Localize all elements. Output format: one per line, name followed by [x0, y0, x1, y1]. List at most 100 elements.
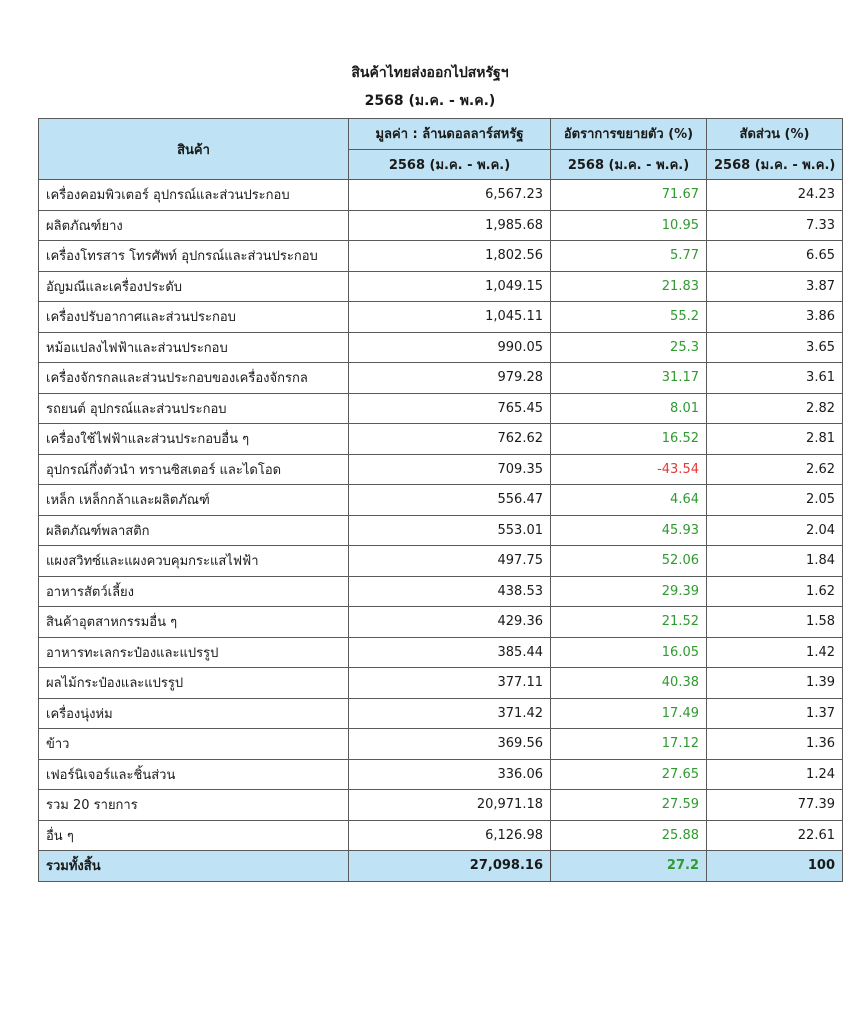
export-value: 990.05 — [348, 331, 551, 363]
product-name: ผลไม้กระป๋องและแปรรูป — [38, 667, 349, 699]
product-name: เฟอร์นิเจอร์และชิ้นส่วน — [38, 758, 349, 790]
growth-rate: 40.38 — [550, 667, 707, 699]
export-value: 6,567.23 — [348, 179, 551, 211]
column-header: สินค้า — [38, 118, 349, 180]
table-row: แผงสวิทซ์และแผงควบคุมกระแสไฟฟ้า 497.75 52.… — [38, 545, 843, 577]
column-header: อัตราการขยายตัว (%) — [550, 118, 707, 150]
growth-rate: 31.17 — [550, 362, 707, 394]
growth-rate: 27.59 — [550, 789, 707, 821]
product-name: แผงสวิทซ์และแผงควบคุมกระแสไฟฟ้า — [38, 545, 349, 577]
growth-rate: 16.05 — [550, 636, 707, 668]
share: 1.36 — [706, 728, 843, 760]
table-row: รถยนต์ อุปกรณ์และส่วนประกอบ 765.45 8.01 2.8… — [38, 392, 843, 424]
export-value: 762.62 — [348, 423, 551, 455]
growth-rate: 55.2 — [550, 301, 707, 333]
table-row: รวม 20 รายการ 20,971.18 27.59 77.39 — [38, 789, 843, 821]
table-row: อัญมณีและเครื่องประดับ 1,049.15 21.83 3.87 — [38, 270, 843, 302]
growth-rate: 5.77 — [550, 240, 707, 272]
product-name: เครื่องใช้ไฟฟ้าและส่วนประกอบอื่น ๆ — [38, 423, 349, 455]
export-value: 369.56 — [348, 728, 551, 760]
product-name: ผลิตภัณฑ์ยาง — [38, 209, 349, 241]
export-value: 438.53 — [348, 575, 551, 607]
growth-rate: 29.39 — [550, 575, 707, 607]
export-value: 1,049.15 — [348, 270, 551, 302]
growth-rate: 71.67 — [550, 179, 707, 211]
share: 1.42 — [706, 636, 843, 668]
share: 2.81 — [706, 423, 843, 455]
table-row: ผลิตภัณฑ์พลาสติก 553.01 45.93 2.04 — [38, 514, 843, 546]
growth-rate: 10.95 — [550, 209, 707, 241]
growth-rate: 45.93 — [550, 514, 707, 546]
table-row: สินค้าอุตสาหกรรมอื่น ๆ 429.36 21.52 1.58 — [38, 606, 843, 638]
share: 1.84 — [706, 545, 843, 577]
table-row: เครื่องนุ่งห่ม 371.42 17.49 1.37 — [38, 697, 843, 729]
table-row: อาหารสัตว์เลี้ยง 438.53 29.39 1.62 — [38, 575, 843, 607]
table-row: เครื่องโทรสาร โทรศัพท์ อุปกรณ์และส่วนประ… — [38, 240, 843, 272]
product-name: เหล็ก เหล็กกล้าและผลิตภัณฑ์ — [38, 484, 349, 516]
export-value: 1,985.68 — [348, 209, 551, 241]
title: สินค้าไทยส่งออกไปสหรัฐฯ — [351, 65, 509, 81]
period-header: 2568 (ม.ค. - พ.ค.) — [348, 148, 551, 180]
column-header: มูลค่า : ล้านดอลลาร์สหรัฐ — [348, 118, 551, 150]
product-name: สินค้าอุตสาหกรรมอื่น ๆ — [38, 606, 349, 638]
share: 1.24 — [706, 758, 843, 790]
product-name: อาหารทะเลกระป๋องและแปรรูป — [38, 636, 349, 668]
export-value: 336.06 — [348, 758, 551, 790]
period-header: 2568 (ม.ค. - พ.ค.) — [706, 148, 843, 180]
table-row: อุปกรณ์กึ่งตัวนำ ทรานซิสเตอร์ และไดโอด 70… — [38, 453, 843, 485]
table-row: อื่น ๆ 6,126.98 25.88 22.61 — [38, 819, 843, 851]
table-row: เหล็ก เหล็กกล้าและผลิตภัณฑ์ 556.47 4.64 2.0… — [38, 484, 843, 516]
product-name: รวมทั้งสิ้น — [38, 850, 349, 882]
share: 1.58 — [706, 606, 843, 638]
product-name: หม้อแปลงไฟฟ้าและส่วนประกอบ — [38, 331, 349, 363]
share: 3.61 — [706, 362, 843, 394]
share: 1.39 — [706, 667, 843, 699]
product-name: เครื่องนุ่งห่ม — [38, 697, 349, 729]
share: 2.62 — [706, 453, 843, 485]
table-row: รวมทั้งสิ้น 27,098.16 27.2 100 — [38, 850, 843, 882]
growth-rate: 52.06 — [550, 545, 707, 577]
export-value: 377.11 — [348, 667, 551, 699]
growth-rate: -43.54 — [550, 453, 707, 485]
table-row: หม้อแปลงไฟฟ้าและส่วนประกอบ 990.05 25.3 3.65 — [38, 331, 843, 363]
growth-rate: 25.3 — [550, 331, 707, 363]
table-row: ข้าว 369.56 17.12 1.36 — [38, 728, 843, 760]
growth-rate: 21.52 — [550, 606, 707, 638]
table-row: อาหารทะเลกระป๋องและแปรรูป 385.44 16.05 1.42 — [38, 636, 843, 668]
share: 3.65 — [706, 331, 843, 363]
growth-rate: 17.49 — [550, 697, 707, 729]
growth-rate: 17.12 — [550, 728, 707, 760]
table-row: เฟอร์นิเจอร์และชิ้นส่วน 336.06 27.65 1.24 — [38, 758, 843, 790]
product-name: ข้าว — [38, 728, 349, 760]
table-row: เครื่องจักรกลและส่วนประกอบของเครื่องจักร… — [38, 362, 843, 394]
share: 22.61 — [706, 819, 843, 851]
product-name: ผลิตภัณฑ์พลาสติก — [38, 514, 349, 546]
table-row: เครื่องปรับอากาศและส่วนประกอบ 1,045.11 55.… — [38, 301, 843, 333]
export-value: 765.45 — [348, 392, 551, 424]
share: 6.65 — [706, 240, 843, 272]
export-value: 709.35 — [348, 453, 551, 485]
share: 1.37 — [706, 697, 843, 729]
column-header: สัดส่วน (%) — [706, 118, 843, 150]
export-value: 497.75 — [348, 545, 551, 577]
growth-rate: 25.88 — [550, 819, 707, 851]
share: 2.04 — [706, 514, 843, 546]
growth-rate: 27.65 — [550, 758, 707, 790]
share: 2.82 — [706, 392, 843, 424]
share: 1.62 — [706, 575, 843, 607]
product-name: เครื่องคอมพิวเตอร์ อุปกรณ์และส่วนประกอบ — [38, 179, 349, 211]
product-name: รวม 20 รายการ — [38, 789, 349, 821]
export-value: 6,126.98 — [348, 819, 551, 851]
share: 7.33 — [706, 209, 843, 241]
share: 24.23 — [706, 179, 843, 211]
share: 3.87 — [706, 270, 843, 302]
share: 77.39 — [706, 789, 843, 821]
product-name: เครื่องปรับอากาศและส่วนประกอบ — [38, 301, 349, 333]
export-value: 27,098.16 — [348, 850, 551, 882]
product-name: เครื่องโทรสาร โทรศัพท์ อุปกรณ์และส่วนประ… — [38, 240, 349, 272]
growth-rate: 21.83 — [550, 270, 707, 302]
export-value: 556.47 — [348, 484, 551, 516]
share: 3.86 — [706, 301, 843, 333]
table-row: เครื่องใช้ไฟฟ้าและส่วนประกอบอื่น ๆ 762.62… — [38, 423, 843, 455]
product-name: เครื่องจักรกลและส่วนประกอบของเครื่องจักร… — [38, 362, 349, 394]
